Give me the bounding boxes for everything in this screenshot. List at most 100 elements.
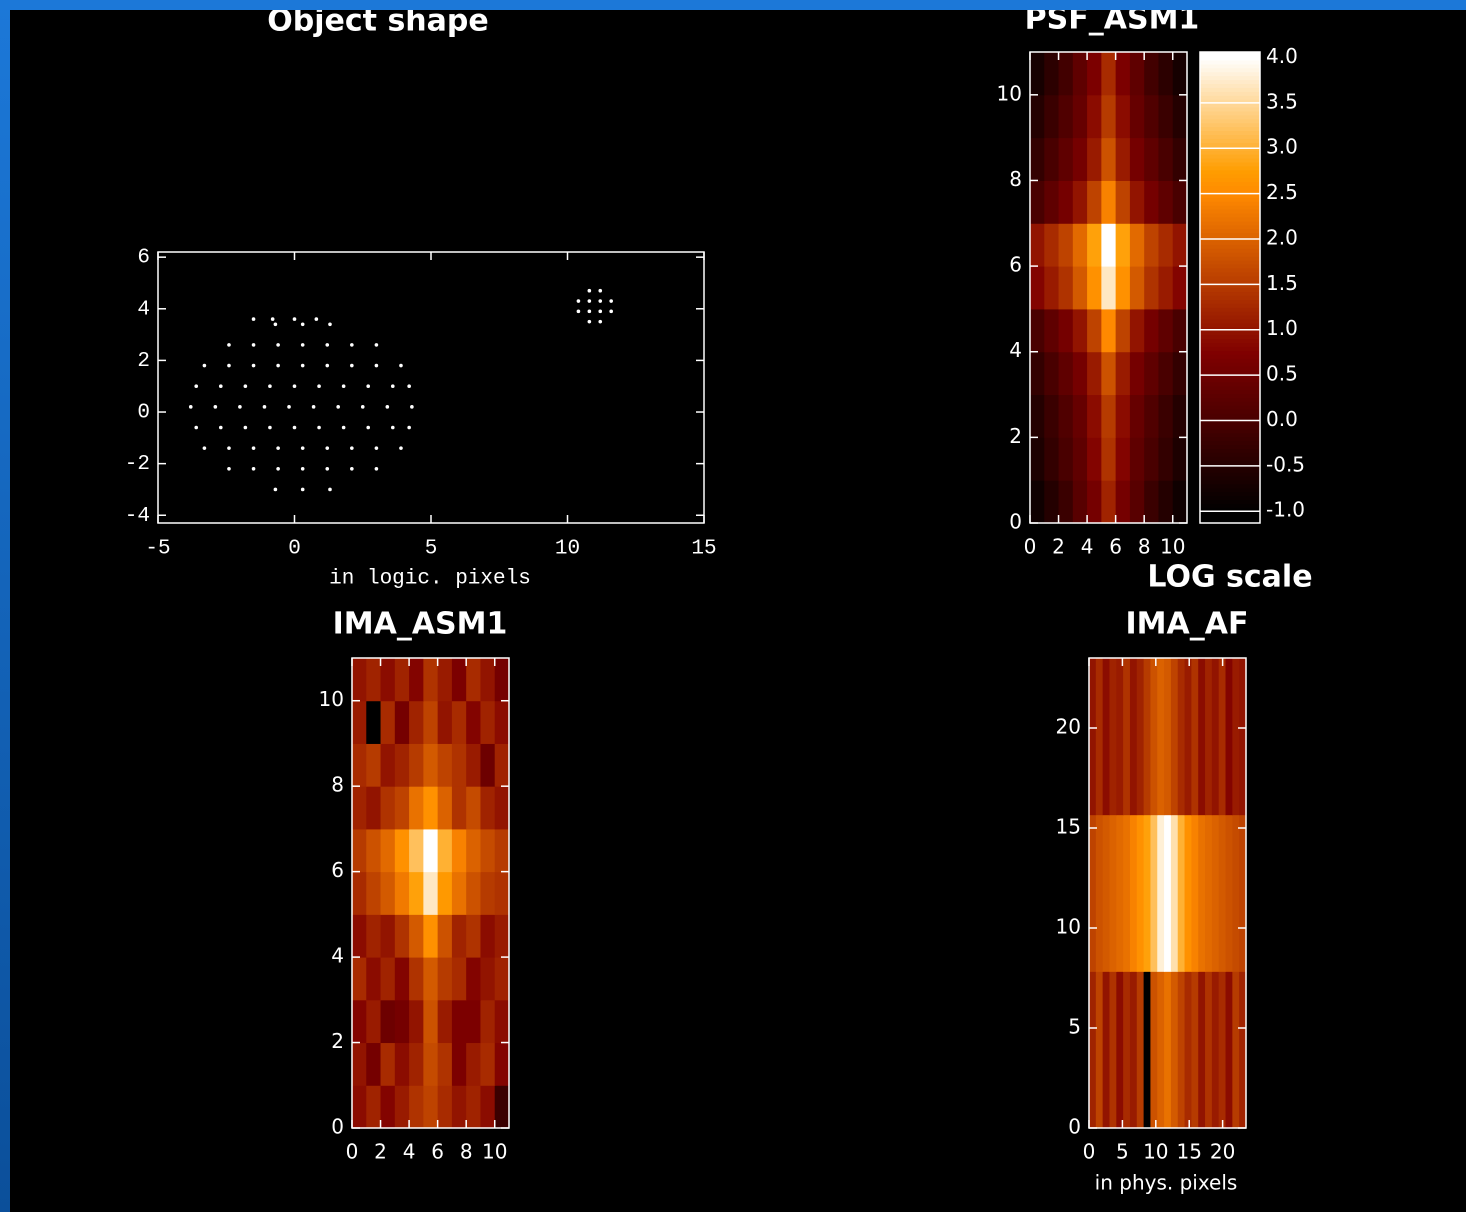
point xyxy=(609,299,613,303)
heatmap-cell xyxy=(366,786,381,829)
heatmap-cell xyxy=(381,829,396,872)
heatmap-cell xyxy=(395,1043,410,1086)
heatmap-cell xyxy=(1059,309,1074,352)
heatmap-cell xyxy=(1144,309,1159,352)
x-tick-label: 5 xyxy=(1116,1140,1129,1164)
heatmap-cell xyxy=(1123,971,1130,1128)
y-tick-label: 4 xyxy=(331,944,344,968)
point xyxy=(361,405,365,409)
point xyxy=(399,446,403,450)
heatmap-cell xyxy=(1130,395,1145,438)
colorbar-strip xyxy=(1200,413,1260,418)
point xyxy=(350,467,354,471)
point xyxy=(287,405,291,409)
point xyxy=(263,405,267,409)
heatmap-cell xyxy=(1144,437,1159,480)
heatmap-cell xyxy=(423,1000,438,1043)
colorbar-strip xyxy=(1200,60,1260,65)
heatmap-cell xyxy=(1130,52,1145,95)
heatmap-cell xyxy=(1158,395,1173,438)
heatmap-cell xyxy=(480,872,495,915)
colorbar-strip xyxy=(1200,405,1260,410)
heatmap-cell xyxy=(1144,815,1151,972)
colorbar-strip xyxy=(1200,225,1260,230)
point xyxy=(336,405,340,409)
colorbar-strip xyxy=(1200,295,1260,300)
colorbar-strip xyxy=(1200,362,1260,367)
heatmap-cell xyxy=(1044,95,1059,138)
heatmap-cell xyxy=(1226,971,1233,1128)
y-tick-label: 0 xyxy=(1009,510,1022,534)
point xyxy=(350,446,354,450)
heatmap-cell xyxy=(1164,658,1171,815)
colorbar-strip xyxy=(1200,488,1260,493)
heatmap-cell xyxy=(438,1043,453,1086)
heatmap-cell xyxy=(1116,658,1123,815)
y-tick-label: 0 xyxy=(1068,1115,1081,1139)
point xyxy=(276,467,280,471)
heatmap-cell xyxy=(381,957,396,1000)
x-tick-label: 0 xyxy=(1024,535,1037,559)
heatmap-cell xyxy=(381,701,396,744)
heatmap-cell xyxy=(1130,95,1145,138)
heatmap-cell xyxy=(1030,138,1045,181)
point xyxy=(325,343,329,347)
heatmap-cell xyxy=(1030,266,1045,309)
colorbar-tick-label: -1.0 xyxy=(1266,498,1305,522)
heatmap-cell xyxy=(452,786,467,829)
heatmap-cell xyxy=(1073,480,1088,523)
heatmap-cell xyxy=(1178,815,1185,972)
colorbar-strip xyxy=(1200,162,1260,167)
heatmap-cell xyxy=(1198,815,1205,972)
heatmap-cell xyxy=(1178,658,1185,815)
x-tick-label: 6 xyxy=(1109,535,1122,559)
heatmap-cell xyxy=(1130,658,1137,815)
point xyxy=(276,446,280,450)
heatmap-cell xyxy=(409,829,424,872)
heatmap-cell xyxy=(1137,971,1144,1128)
heatmap-cell xyxy=(395,658,410,701)
heatmap-cell xyxy=(395,1085,410,1128)
colorbar-strip xyxy=(1200,150,1260,155)
point xyxy=(252,364,256,368)
colorbar-strip xyxy=(1200,433,1260,438)
x-tick-label: 0 xyxy=(1083,1140,1096,1164)
heatmap-cell xyxy=(1059,95,1074,138)
colorbar-strip xyxy=(1200,397,1260,402)
colorbar-tick-label: 2.5 xyxy=(1266,180,1298,204)
point xyxy=(325,467,329,471)
colorbar-strip xyxy=(1200,72,1260,77)
heatmap-cell xyxy=(438,829,453,872)
colorbar-strip xyxy=(1200,331,1260,336)
heatmap-cell xyxy=(1123,658,1130,815)
heatmap-cell xyxy=(423,786,438,829)
y-tick-label: 20 xyxy=(1056,715,1081,739)
heatmap-cell xyxy=(452,957,467,1000)
heatmap-cell xyxy=(423,829,438,872)
screen: -5051015-4-20246Object shapein logic. pi… xyxy=(0,0,1466,1212)
heatmap-cell xyxy=(352,872,367,915)
heatmap-cell xyxy=(1030,180,1045,223)
colorbar-strip xyxy=(1200,315,1260,320)
heatmap-cell xyxy=(1101,138,1116,181)
heatmap-cell xyxy=(452,1085,467,1128)
point xyxy=(325,446,329,450)
point xyxy=(588,289,592,293)
colorbar-strip xyxy=(1200,476,1260,481)
heatmap-cell xyxy=(1171,971,1178,1128)
heatmap-cell xyxy=(1226,815,1233,972)
colorbar-strip xyxy=(1200,119,1260,124)
colorbar-strip xyxy=(1200,83,1260,88)
colorbar-strip xyxy=(1200,107,1260,112)
colorbar-tick-label: -0.5 xyxy=(1266,452,1305,476)
y-tick-label: 8 xyxy=(1009,167,1022,191)
point xyxy=(301,467,305,471)
x-tick-label: 10 xyxy=(555,538,580,561)
heatmap-cell xyxy=(480,658,495,701)
heatmap-cell xyxy=(1087,95,1102,138)
colorbar-strip xyxy=(1200,307,1260,312)
point xyxy=(588,299,592,303)
heatmap-cell xyxy=(1158,352,1173,395)
heatmap-cell xyxy=(1109,658,1116,815)
heatmap-cell xyxy=(1116,138,1131,181)
